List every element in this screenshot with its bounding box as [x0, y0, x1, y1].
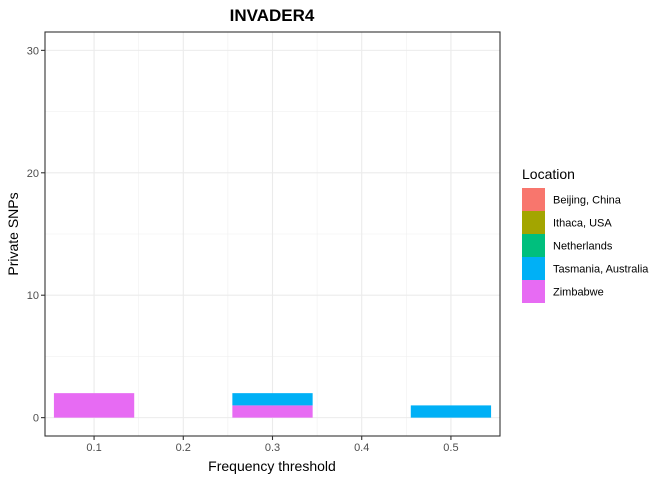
- legend-item: Beijing, China: [522, 188, 622, 211]
- legend-label: Tasmania, Australia: [553, 264, 649, 276]
- legend: Location Beijing, China Ithaca, USA Nether…: [522, 166, 649, 303]
- legend-item: Zimbabwe: [522, 280, 604, 303]
- bar-segment: [232, 405, 313, 418]
- x-axis-title: Frequency threshold: [208, 458, 336, 474]
- y-tick-label: 10: [27, 290, 39, 302]
- legend-label: Beijing, China: [553, 195, 622, 207]
- x-tick-label: 0.5: [443, 442, 458, 454]
- bars: [53, 393, 492, 418]
- chart-title: INVADER4: [230, 6, 315, 25]
- plot-panel: [45, 32, 500, 436]
- y-tick-label: 20: [27, 168, 39, 180]
- legend-label: Zimbabwe: [553, 287, 604, 299]
- legend-label: Ithaca, USA: [553, 218, 612, 230]
- x-tick-label: 0.1: [86, 442, 101, 454]
- legend-swatch: [522, 280, 545, 303]
- legend-title: Location: [522, 166, 575, 182]
- y-tick-label: 30: [27, 45, 39, 57]
- legend-swatch: [522, 234, 545, 257]
- y-axis-title: Private SNPs: [5, 192, 21, 275]
- legend-item: Ithaca, USA: [522, 211, 612, 234]
- legend-swatch: [522, 188, 545, 211]
- legend-swatch: [522, 211, 545, 234]
- y-axis: 0 10 20 30: [27, 45, 45, 425]
- bar-segment: [410, 405, 492, 418]
- legend-item: Tasmania, Australia: [522, 257, 649, 280]
- legend-label: Netherlands: [553, 241, 613, 253]
- bar-segment: [53, 393, 135, 418]
- x-tick-label: 0.2: [176, 442, 191, 454]
- legend-swatch: [522, 257, 545, 280]
- x-axis: 0.1 0.2 0.3 0.4 0.5: [86, 436, 459, 454]
- y-tick-label: 0: [33, 413, 39, 425]
- legend-item: Netherlands: [522, 234, 613, 257]
- x-tick-label: 0.3: [265, 442, 280, 454]
- x-tick-label: 0.4: [354, 442, 369, 454]
- bar-segment: [232, 393, 313, 406]
